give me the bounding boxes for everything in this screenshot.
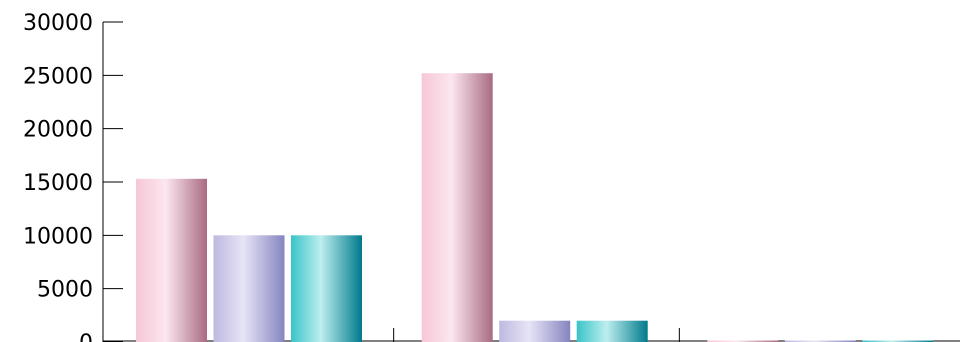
bar xyxy=(213,235,285,342)
y-tick-label: 10000 xyxy=(23,224,93,249)
y-axis: 0 5000 10000 15000 20000 25000 30000 xyxy=(23,11,123,342)
y-tick-label: 5000 xyxy=(37,278,93,303)
y-tick-label: 25000 xyxy=(23,64,93,89)
bar xyxy=(421,73,493,342)
bar xyxy=(707,340,779,342)
y-tick-label: 15000 xyxy=(23,171,93,196)
y-tick-label: 0 xyxy=(79,331,93,342)
y-tick-label: 30000 xyxy=(23,11,93,36)
bar xyxy=(862,340,934,342)
bar xyxy=(136,178,207,342)
bar xyxy=(576,320,648,342)
bars-group xyxy=(136,73,934,342)
bar xyxy=(499,320,571,342)
y-tick-label: 20000 xyxy=(23,118,93,143)
bar xyxy=(291,235,362,342)
bar xyxy=(784,340,856,342)
